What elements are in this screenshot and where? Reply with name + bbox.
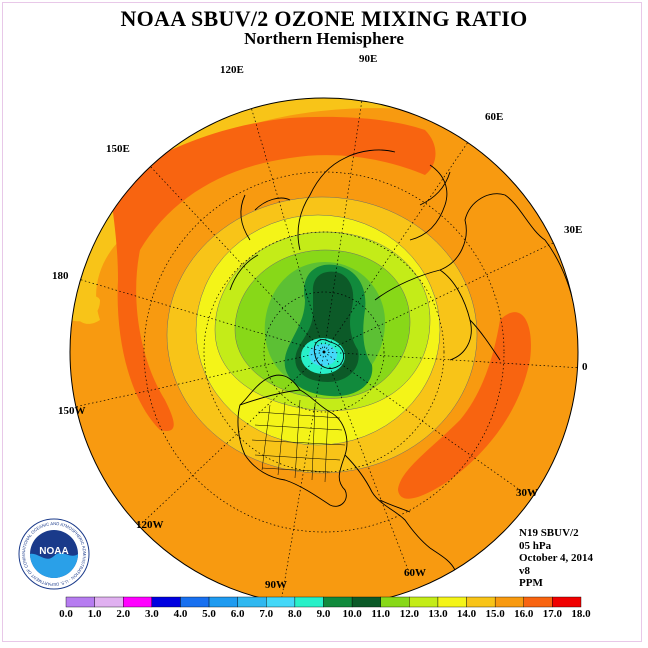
colorbar-tick-label: 8.0 <box>288 608 302 620</box>
colorbar-tick-label: 7.0 <box>259 608 274 620</box>
colorbar-tick-label: 11.0 <box>371 608 391 620</box>
lon-label-120w: 120W <box>136 519 164 531</box>
lon-label-60w: 60W <box>404 567 426 579</box>
colorbar-tick-label: 6.0 <box>230 608 245 620</box>
lon-label-60e: 60E <box>485 111 503 123</box>
colorbar-swatch <box>208 596 238 608</box>
logo-text: NOAA <box>39 546 68 557</box>
info-block: N19 SBUV/2 05 hPa October 4, 2014 v8 PPM <box>519 527 593 590</box>
colorbar-swatch <box>523 596 553 608</box>
field-16-17-band-east <box>398 312 531 499</box>
graticule <box>70 98 578 606</box>
info-satellite: N19 SBUV/2 <box>519 527 579 539</box>
lon-label-180: 180 <box>52 270 69 282</box>
lon-label-120e: 120E <box>220 64 244 76</box>
colorbar-swatch <box>552 596 582 608</box>
lon-label-90e: 90E <box>359 53 377 65</box>
colorbar-tick-label: 3.0 <box>144 608 159 620</box>
chart-title: NOAA SBUV/2 OZONE MIXING RATIO <box>120 6 528 31</box>
noaa-logo: NOAA NATIONAL OCEANIC AND ATMOSPHERIC AD… <box>18 518 90 590</box>
colorbar-swatch <box>65 596 95 608</box>
colorbar-swatch <box>180 596 210 608</box>
colorbar-tick-label: 1.0 <box>87 608 102 620</box>
colorbar-tick-label: 16.0 <box>514 608 534 620</box>
state-boundaries <box>251 399 346 483</box>
colorbar-swatch <box>380 596 410 608</box>
colorbar-swatch <box>237 596 267 608</box>
info-units: PPM <box>519 577 543 589</box>
contours <box>166 196 478 474</box>
lon-label-0: 0 <box>582 361 588 373</box>
colorbar-tick-label: 12.0 <box>399 608 419 620</box>
colorbar-swatch <box>437 596 467 608</box>
lon-label-150e: 150E <box>106 143 130 155</box>
info-version: v8 <box>519 564 530 577</box>
colorbar-swatch <box>94 596 124 608</box>
colorbar-tick-label: 13.0 <box>428 608 448 620</box>
colorbar-labels: 0.0 1.0 2.0 3.0 4.0 5.0 6.0 7.0 8.0 9.0 10.0 11.0 12… <box>0 608 648 622</box>
info-date: October 4, 2014 <box>519 552 594 564</box>
lon-label-90w: 90W <box>265 579 287 591</box>
coastlines <box>229 149 576 571</box>
field-6-7 <box>309 344 337 366</box>
field-14-15-patch <box>70 296 100 322</box>
field-16-17-band-west <box>110 116 436 431</box>
chart-subtitle: Northern Hemisphere <box>244 29 404 48</box>
colorbar-swatch <box>409 596 439 608</box>
colorbar-swatch <box>151 596 181 608</box>
colorbar-tick-label: 15.0 <box>485 608 505 620</box>
colorbar-tick-label: 2.0 <box>116 608 131 620</box>
lon-label-30w: 30W <box>516 487 538 499</box>
colorbar-swatch <box>294 596 324 608</box>
colorbar-tick-label: 17.0 <box>542 608 562 620</box>
colorbar-tick-label: 0.0 <box>59 608 73 620</box>
colorbar-tick-label: 4.0 <box>173 608 188 620</box>
plot-frame <box>2 2 642 642</box>
longitude-labels: 90E 60E 30E 0 30W 60W 90W 120W 150W 180 … <box>52 53 588 591</box>
colorbar-tick-label: 10.0 <box>342 608 362 620</box>
info-pressure: 05 hPa <box>519 539 552 552</box>
lon-label-150w: 150W <box>58 405 86 417</box>
colorbar <box>65 596 582 608</box>
colorbar-swatch <box>494 596 524 608</box>
colorbar-swatch <box>466 596 496 608</box>
colorbar-tick-label: 9.0 <box>316 608 331 620</box>
colorbar-swatch <box>351 596 381 608</box>
colorbar-swatch <box>266 596 296 608</box>
colorbar-tick-label: 18.0 <box>571 608 591 620</box>
colorbar-swatch <box>123 596 153 608</box>
colorbar-tick-label: 5.0 <box>202 608 216 620</box>
lon-label-30e: 30E <box>564 224 582 236</box>
colorbar-swatch <box>323 596 353 608</box>
colorbar-tick-label: 14.0 <box>456 608 477 620</box>
